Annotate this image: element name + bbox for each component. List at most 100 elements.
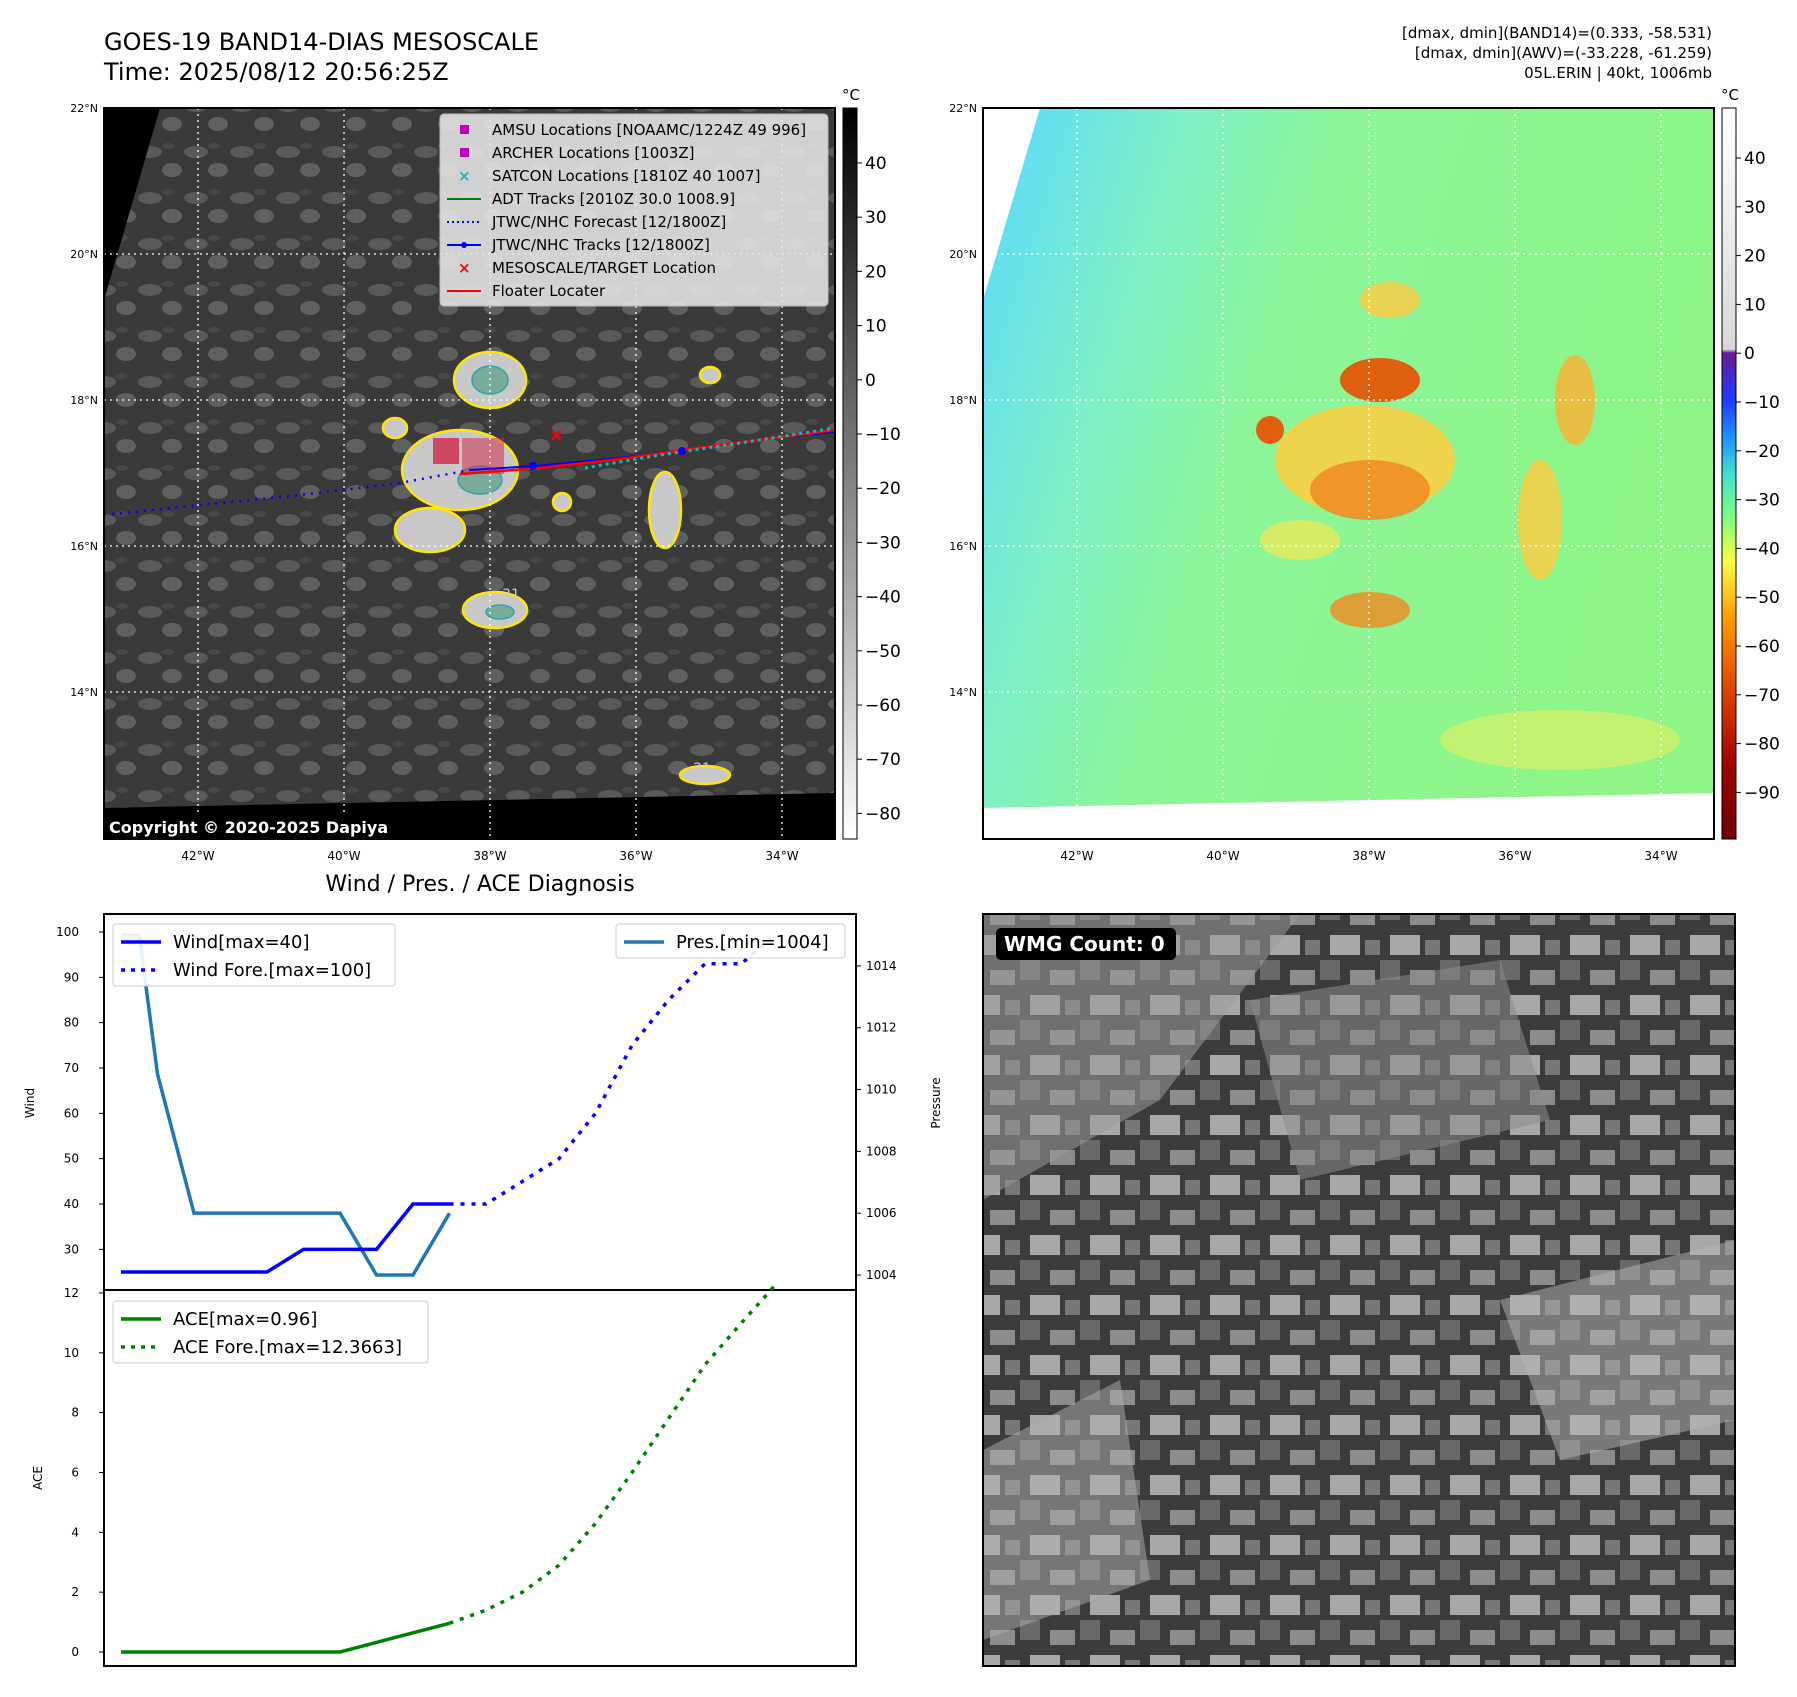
wv-colorbar-tick-label: −20	[1744, 442, 1780, 462]
ace-forecast-series-line	[448, 1280, 780, 1625]
ir-colorbar-tick-label: −60	[865, 696, 901, 716]
mesoscale-target-marker: ×	[549, 425, 564, 446]
wv-colorbar-tick-label: 0	[1744, 344, 1755, 364]
ir-legend-item: × SATCON Locations [1810Z 40 1007]	[458, 167, 760, 185]
pressure-tick-label: 1004	[866, 1268, 897, 1282]
ir-colorbar-tick-label: −50	[865, 642, 901, 662]
wv-colorbar-tick-label: −50	[1744, 588, 1780, 608]
satcon-track	[584, 426, 836, 470]
ir-legend-item: ARCHER Locations [1003Z]	[460, 144, 695, 162]
wv-colorbar-tick-label: 40	[1744, 149, 1766, 169]
ir-legend-item: AMSU Locations [NOAAMC/1224Z 49 996]	[460, 121, 806, 139]
ir-colorbar: °C 40 30 20 10 0 −10 −20 −30 −40 −50 −60 −70 −80	[842, 86, 901, 840]
chart-legend	[615, 923, 846, 959]
chart-legend-label: Wind Fore.[max=100]	[173, 960, 371, 981]
wv-lon-ticks: 42°W 40°W 38°W 36°W 34°W	[1060, 849, 1677, 863]
wv-colorbar-tick-label: −90	[1744, 783, 1780, 803]
wind-ylabel: Wind	[23, 1088, 37, 1118]
ir-legend: AMSU Locations [NOAAMC/1224Z 49 996] ARCH…	[439, 113, 829, 307]
lat-tick-label: 20°N	[949, 248, 977, 261]
wind-tick-label: 60	[64, 1106, 79, 1120]
ace-ylabel: ACE	[31, 1466, 45, 1490]
ir-legend-label: MESOSCALE/TARGET Location	[492, 259, 716, 277]
wv-colorbar: °C 40 30 20 10 0 −10 −20 −30 −40 −50 −60 −70 −80 −90	[1721, 86, 1780, 840]
wv-colorbar-tick-label: −10	[1744, 393, 1780, 413]
stats-line-1: [dmax, dmin](BAND14)=(0.333, -58.531)	[1402, 24, 1712, 42]
contour-label-1: -31	[500, 360, 523, 376]
wind-tick-label: 30	[64, 1242, 79, 1256]
pressure-tick-label: 1014	[866, 959, 897, 973]
ir-lon-ticks: 42°W 40°W 38°W 36°W 34°W	[181, 849, 798, 863]
contour-label-2: -31	[497, 587, 520, 603]
jtwc-track-point	[529, 462, 537, 470]
lat-tick-label: 22°N	[70, 102, 98, 115]
lon-tick-label: 42°W	[1060, 849, 1093, 863]
ir-colorbar-tick-label: 10	[865, 317, 887, 337]
legend-x-icon: ×	[458, 167, 471, 185]
wind-series-line	[121, 1202, 450, 1274]
copyright-box	[104, 815, 416, 839]
ir-legend-item: Floater Locater	[447, 282, 606, 300]
lon-tick-label: 42°W	[181, 849, 214, 863]
pressure-tick-label: 1012	[866, 1021, 897, 1035]
jtwc-forecast-track	[103, 468, 471, 517]
ir-legend-label: ADT Tracks [2010Z 30.0 1008.9]	[492, 190, 735, 208]
wv-moisture-clusters	[1256, 282, 1680, 770]
chart-legend-label: ACE[max=0.96]	[173, 1309, 317, 1330]
wmg-panel: WMG Count: 0	[982, 913, 1736, 1667]
ace-tick-label: 2	[71, 1585, 79, 1599]
wv-colorbar-unit: °C	[1721, 86, 1739, 104]
amsu-location-marker	[433, 438, 459, 464]
ace-tick-label: 8	[71, 1406, 79, 1420]
legend-x-icon: ×	[458, 259, 471, 277]
ir-colorbar-tick-label: −10	[865, 425, 901, 445]
wv-colorbar-tick-label: −80	[1744, 735, 1780, 755]
ir-colorbar-tick-label: −40	[865, 588, 901, 608]
lat-tick-label: 16°N	[70, 540, 98, 553]
pressure-tick-label: 1006	[866, 1206, 897, 1220]
legend-dot-icon	[461, 242, 467, 248]
ir-legend-label: SATCON Locations [1810Z 40 1007]	[492, 167, 760, 185]
lon-tick-label: 34°W	[1644, 849, 1677, 863]
ir-lat-ticks: 22°N 20°N 18°N 16°N 14°N	[70, 102, 98, 699]
wv-map-panel	[982, 107, 1715, 840]
lat-tick-label: 16°N	[949, 540, 977, 553]
ir-legend-label: JTWC/NHC Tracks [12/1800Z]	[491, 236, 710, 254]
ir-legend-item: JTWC/NHC Tracks [12/1800Z]	[447, 236, 710, 254]
lat-tick-label: 18°N	[70, 394, 98, 407]
legend-square-icon	[460, 148, 469, 157]
ir-legend-label: ARCHER Locations [1003Z]	[492, 144, 695, 162]
ir-legend-item: × MESOSCALE/TARGET Location	[458, 259, 716, 277]
pressure-tick-label: 1010	[866, 1083, 897, 1097]
ir-legend-label: AMSU Locations [NOAAMC/1224Z 49 996]	[492, 121, 806, 139]
copyright-text: Copyright © 2020-2025 Dapiya	[109, 818, 388, 837]
ir-colorbar-tick-label: −80	[865, 804, 901, 824]
wv-colorbar-tick-label: −30	[1744, 491, 1780, 511]
wmg-count-text: WMG Count: 0	[1004, 932, 1165, 956]
wind-tick-label: 50	[64, 1152, 79, 1166]
ir-map-panel: -31 -31 -31 × AMSU Locations [NOAAMC/122…	[103, 107, 836, 840]
chart-legend-label: ACE Fore.[max=12.3663]	[173, 1337, 402, 1358]
lat-tick-label: 20°N	[70, 248, 98, 261]
stats-line-2: [dmax, dmin](AWV)=(-33.228, -61.259)	[1415, 44, 1712, 62]
ir-colorbar-tick-label: 40	[865, 154, 887, 174]
ir-colorbar-tick-label: −30	[865, 533, 901, 553]
lon-tick-label: 40°W	[1206, 849, 1239, 863]
pressure-ylabel: Pressure	[929, 1077, 943, 1128]
wv-colorbar-tick-label: 10	[1744, 295, 1766, 315]
wind-tick-label: 70	[64, 1061, 79, 1075]
lon-tick-label: 36°W	[619, 849, 652, 863]
wv-colorbar-tick-label: −40	[1744, 539, 1780, 559]
stats-line-3: 05L.ERIN | 40kt, 1006mb	[1524, 64, 1712, 82]
ir-colorbar-unit: °C	[842, 86, 860, 104]
ace-tick-label: 6	[71, 1465, 79, 1479]
ace-tick-label: 4	[71, 1525, 79, 1539]
lon-tick-label: 38°W	[1352, 849, 1385, 863]
jtwc-track-point	[678, 447, 686, 455]
lon-tick-label: 34°W	[765, 849, 798, 863]
ir-legend-label: Floater Locater	[492, 282, 606, 300]
ir-colorbar-tick-label: −20	[865, 479, 901, 499]
wind-tick-label: 100	[56, 925, 79, 939]
chart-legend	[112, 923, 396, 987]
ace-tick-label: 12	[64, 1286, 79, 1300]
